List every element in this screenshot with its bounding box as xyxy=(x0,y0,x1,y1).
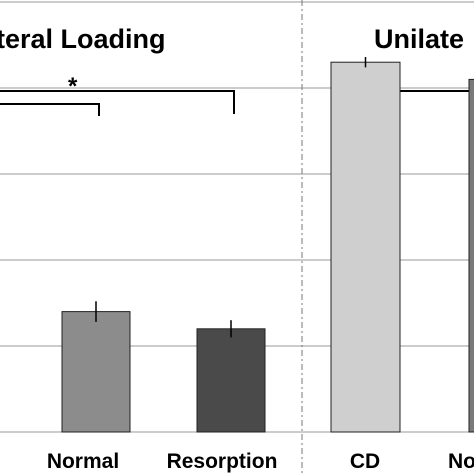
x-tick-label-no: No xyxy=(448,450,474,473)
group-header-right: Unilate xyxy=(374,24,464,54)
bar-no xyxy=(468,78,474,433)
significance-star: * xyxy=(68,73,78,100)
error-bars xyxy=(95,57,367,338)
x-tick-label-normal: Normal xyxy=(47,450,119,473)
bars xyxy=(61,61,474,433)
bar-resorption xyxy=(196,328,266,433)
x-tick-label-cd: CD xyxy=(350,450,380,473)
group-header-left: teral Loading xyxy=(0,24,166,54)
bar-cd xyxy=(330,61,401,433)
bar-normal xyxy=(61,311,131,433)
x-tick-label-resorption: Resorption xyxy=(167,450,278,473)
significance-bracket-left xyxy=(0,90,235,116)
